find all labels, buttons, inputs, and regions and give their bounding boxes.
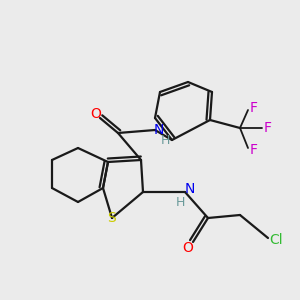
Text: H: H: [160, 134, 170, 146]
Text: O: O: [91, 107, 101, 121]
Text: N: N: [185, 182, 195, 196]
Text: N: N: [154, 123, 164, 137]
Text: F: F: [250, 143, 258, 157]
Text: O: O: [183, 241, 194, 255]
Text: F: F: [264, 121, 272, 135]
Text: S: S: [108, 211, 116, 225]
Text: H: H: [175, 196, 185, 208]
Text: Cl: Cl: [269, 233, 283, 247]
Text: F: F: [250, 101, 258, 115]
